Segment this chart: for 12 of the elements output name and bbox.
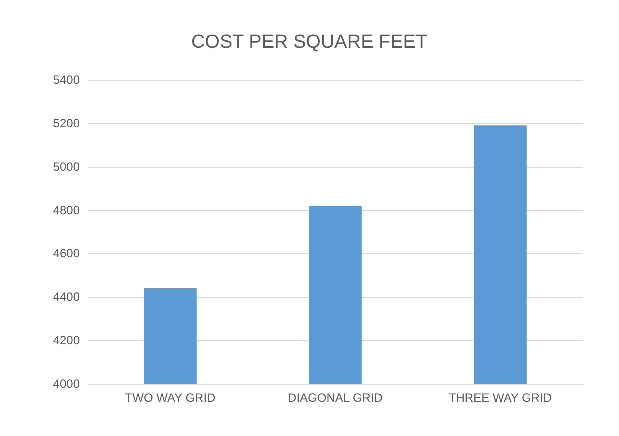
y-tick-label: 4800 bbox=[53, 203, 80, 218]
y-tick-label: 4400 bbox=[53, 290, 80, 304]
y-tick-label: 5200 bbox=[53, 116, 80, 130]
y-tick-label: 4000 bbox=[53, 377, 80, 391]
y-tick-label: 5400 bbox=[53, 73, 80, 87]
x-tick-label: TWO WAY GRID bbox=[125, 391, 216, 405]
y-tick-label: 4200 bbox=[53, 334, 80, 348]
chart-title: COST PER SQUARE FEET bbox=[191, 32, 428, 53]
y-tick-label: 5000 bbox=[53, 160, 80, 174]
x-tick-label: THREE WAY GRID bbox=[448, 391, 552, 405]
y-tick-label: 4600 bbox=[53, 246, 80, 261]
x-tick-label: DIAGONAL GRID bbox=[288, 391, 384, 405]
